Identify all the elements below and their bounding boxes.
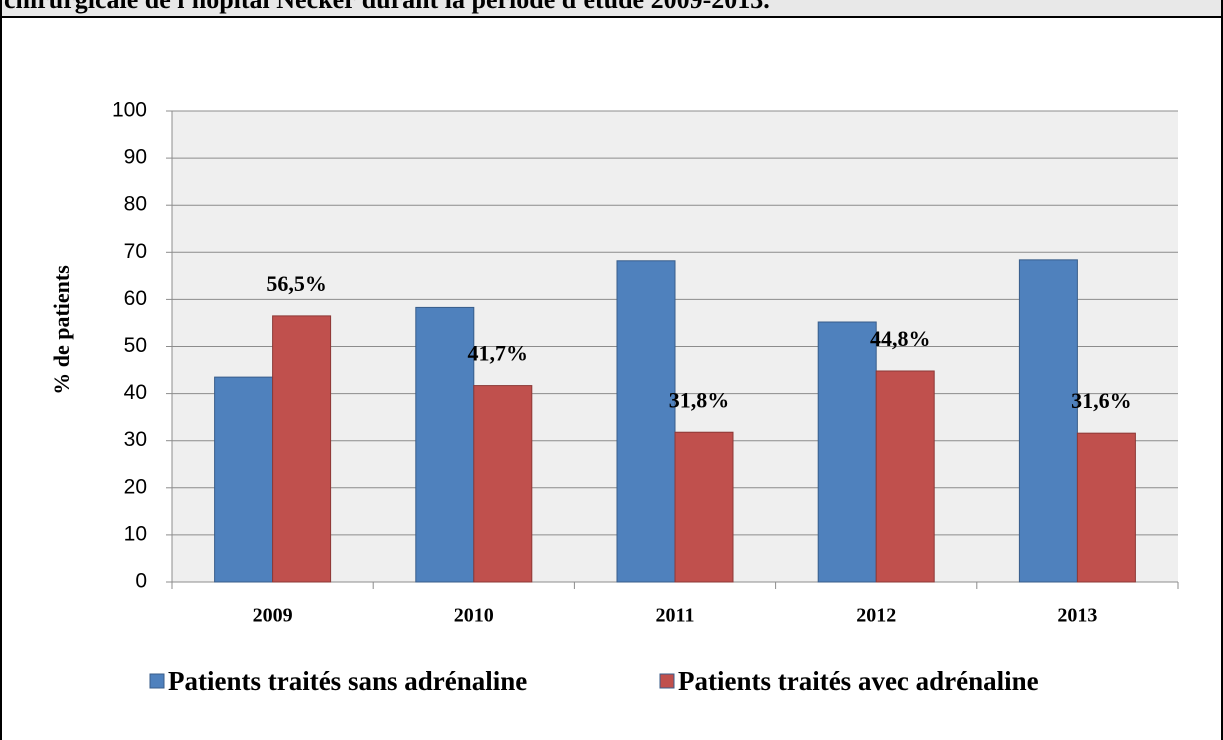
data-label: 41,7%	[468, 341, 529, 366]
y-axis-title: % de patients	[49, 265, 74, 395]
x-tick-label: 2010	[454, 605, 494, 627]
bar	[1018, 259, 1078, 583]
data-label: 31,6%	[1071, 388, 1132, 413]
y-tick-label: 80	[124, 193, 147, 216]
bar	[214, 376, 274, 583]
bar	[817, 321, 877, 583]
bar	[1076, 432, 1136, 583]
title-box	[0, 0, 1223, 18]
x-tick-label: 2012	[856, 605, 896, 627]
data-label: 44,8%	[870, 326, 931, 351]
data-label: 56,5%	[266, 271, 327, 296]
legend-swatch	[149, 673, 165, 689]
x-tick-label: 2013	[1057, 605, 1097, 627]
legend-swatch	[659, 673, 675, 689]
y-tick-label: 60	[124, 287, 147, 310]
chart-title: chirurgicale de l'hôpital Necker durant …	[4, 0, 770, 14]
y-tick-label: 30	[124, 428, 147, 451]
bar	[473, 385, 533, 583]
legend-label: Patients traités avec adrénaline	[678, 666, 1039, 696]
y-tick-label: 70	[124, 240, 147, 263]
bar	[674, 431, 734, 583]
bar	[415, 306, 475, 583]
y-tick-label: 100	[112, 99, 147, 122]
data-label: 31,8%	[669, 387, 730, 412]
x-tick-label: 2009	[253, 605, 293, 627]
y-tick-label: 10	[124, 522, 147, 545]
y-tick-label: 0	[135, 570, 147, 593]
bar	[875, 370, 935, 583]
y-tick-label: 90	[124, 146, 147, 169]
bar	[616, 260, 676, 583]
y-tick-label: 50	[124, 334, 147, 357]
legend-label: Patients traités sans adrénaline	[168, 666, 527, 696]
x-tick-label: 2011	[656, 605, 695, 627]
bar	[272, 315, 332, 583]
y-tick-label: 20	[124, 475, 147, 498]
y-tick-label: 40	[124, 381, 147, 404]
